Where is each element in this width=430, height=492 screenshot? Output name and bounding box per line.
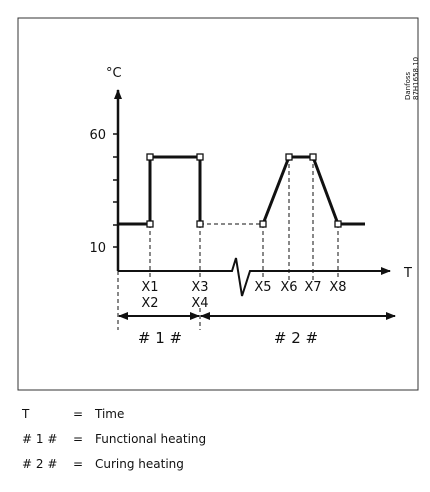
points (146, 153, 342, 228)
legend-text: Functional heating (95, 432, 206, 446)
code-line: Danfoss (404, 71, 412, 100)
x-label: X2 (141, 296, 158, 311)
y-unit: °C (106, 66, 122, 81)
y-label: 60 (89, 128, 106, 143)
legend-text: Curing heating (95, 457, 184, 471)
temperature-curve (118, 155, 365, 226)
x-label: X4 (191, 296, 208, 311)
x-axis (118, 257, 391, 297)
y-label: 10 (89, 241, 106, 256)
x-label: X5 (254, 280, 271, 295)
legend-sep: = (73, 457, 83, 471)
x-axis-label: T (403, 266, 412, 281)
legend-text: Time (94, 407, 124, 421)
legend-sep: = (73, 432, 83, 446)
legend-key: T (21, 407, 30, 421)
x-label: X1 (141, 280, 158, 295)
x-label: X7 (304, 280, 321, 295)
phase-label: # 1 # (138, 329, 182, 347)
phase-label: # 2 # (274, 329, 318, 347)
legend: T = Time # 1 # = Functional heating # 2 … (21, 407, 206, 471)
legend-key: # 2 # (22, 457, 57, 471)
x-label: X3 (191, 280, 208, 295)
legend-key: # 1 # (22, 432, 57, 446)
legend-sep: = (73, 407, 83, 421)
frame (17, 17, 419, 391)
x-label: X8 (329, 280, 346, 295)
x-label: X6 (280, 280, 297, 295)
y-ticks (113, 133, 118, 248)
code-line: 87H1658.10 (412, 57, 420, 100)
figure-code: Danfoss 87H1658.10 (404, 57, 420, 100)
